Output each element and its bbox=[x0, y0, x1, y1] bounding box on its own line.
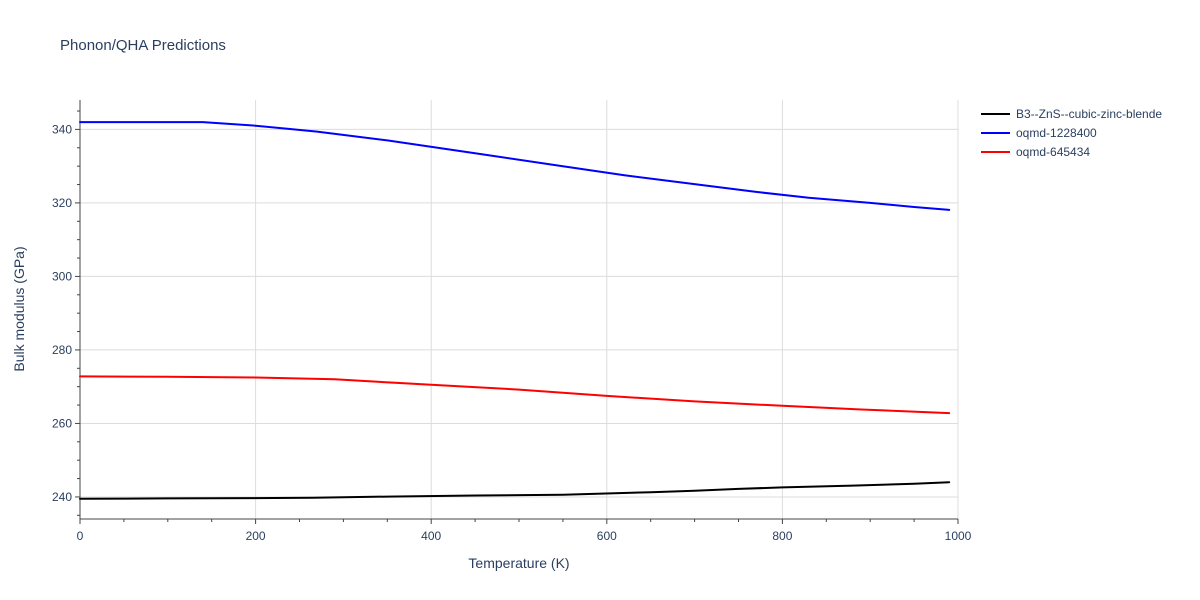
series-line-oqmd-645434 bbox=[79, 375, 951, 415]
series-line-B3--ZnS--cubic-zinc-blende bbox=[79, 481, 951, 500]
x-tick-label: 1000 bbox=[945, 529, 972, 543]
chart-title: Phonon/QHA Predictions bbox=[60, 37, 226, 54]
legend-item[interactable]: B3--ZnS--cubic-zinc-blende bbox=[981, 107, 1162, 121]
y-tick-label: 280 bbox=[52, 343, 72, 357]
y-tick-label: 320 bbox=[52, 196, 72, 210]
grid-layer bbox=[80, 100, 959, 519]
y-tick-label: 240 bbox=[52, 490, 72, 504]
y-axis-title: Bulk modulus (GPa) bbox=[11, 246, 27, 371]
legend-item[interactable]: oqmd-645434 bbox=[981, 145, 1090, 159]
series-line-oqmd-1228400 bbox=[79, 121, 951, 211]
legend-label: oqmd-645434 bbox=[1016, 145, 1090, 159]
legend-label: B3--ZnS--cubic-zinc-blende bbox=[1016, 107, 1162, 121]
legend-item[interactable]: oqmd-1228400 bbox=[981, 126, 1097, 140]
x-tick-label: 400 bbox=[421, 529, 441, 543]
legend: B3--ZnS--cubic-zinc-blende oqmd-1228400 oq… bbox=[981, 107, 1162, 159]
axes-layer bbox=[79, 100, 958, 520]
x-tick-label: 800 bbox=[772, 529, 792, 543]
x-tick-label: 600 bbox=[597, 529, 617, 543]
x-tick-label: 0 bbox=[77, 529, 84, 543]
y-tick-label: 260 bbox=[52, 416, 72, 430]
series-layer bbox=[79, 121, 951, 500]
y-tick-label: 340 bbox=[52, 122, 72, 136]
x-axis-title: Temperature (K) bbox=[468, 555, 569, 571]
ticks-layer: 0 200 400 600 800 1000 240 260 280 300 320 340 bbox=[52, 110, 972, 543]
y-tick-label: 300 bbox=[52, 269, 72, 283]
legend-label: oqmd-1228400 bbox=[1016, 126, 1097, 140]
x-tick-label: 200 bbox=[246, 529, 266, 543]
